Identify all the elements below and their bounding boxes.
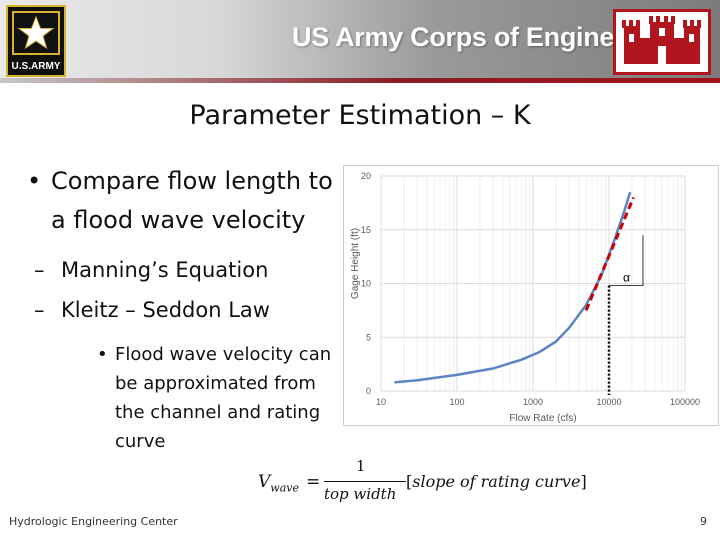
x-tick-label: 100000 bbox=[670, 397, 700, 407]
bullet-compare-flow: Compare flow length to a flood wave velo… bbox=[27, 162, 337, 240]
formula-denominator: top width bbox=[324, 485, 397, 503]
formula-equals: = bbox=[306, 472, 321, 492]
army-logo-text: U.S.ARMY bbox=[11, 61, 61, 72]
bracket-text: slope of rating curve bbox=[412, 472, 581, 491]
formula-numerator: 1 bbox=[356, 457, 366, 475]
sub-bullet-mannings-text: Manning’s Equation bbox=[61, 258, 269, 282]
corps-castle-logo bbox=[613, 9, 711, 75]
footer-organization: Hydrologic Engineering Center bbox=[9, 515, 178, 528]
formula-lhs-subscript: wave bbox=[270, 481, 299, 495]
bullet-list: Compare flow length to a flood wave velo… bbox=[27, 162, 337, 456]
wave-velocity-formula: Vwave = 1 top width [slope of rating cur… bbox=[258, 457, 618, 507]
y-axis-label: Gage Height (ft) bbox=[350, 228, 361, 299]
tangent-line bbox=[584, 196, 635, 311]
sub-sub-bullet-flood-wave: Flood wave velocity can be approximated … bbox=[27, 340, 337, 456]
army-star-icon bbox=[12, 11, 60, 55]
y-tick-label: 10 bbox=[361, 279, 371, 289]
sub-bullet-mannings: – Manning’s Equation bbox=[27, 250, 337, 290]
bracket-open: [ bbox=[406, 472, 413, 491]
formula-v: V bbox=[258, 472, 271, 492]
slide-title: Parameter Estimation – K bbox=[189, 100, 531, 131]
slope-triangle bbox=[609, 235, 644, 287]
y-tick-label: 0 bbox=[366, 386, 371, 396]
alpha-angle-label: α bbox=[623, 271, 630, 285]
fraction-bar bbox=[324, 481, 406, 482]
y-tick-label: 15 bbox=[361, 225, 371, 235]
page-number: 9 bbox=[700, 515, 707, 528]
x-tick-label: 1000 bbox=[523, 397, 543, 407]
formula-bracket-term: [slope of rating curve] bbox=[406, 472, 587, 491]
x-tick-label: 10 bbox=[376, 397, 386, 407]
banner-stripe bbox=[0, 78, 720, 83]
x-axis-label: Flow Rate (cfs) bbox=[509, 413, 576, 424]
dash-marker: – bbox=[34, 298, 45, 322]
header-banner: U.S.ARMY US Army Corps of Engineers bbox=[0, 0, 720, 83]
rating-curve-plot: 10 100 1000 10000 100000 0 5 10 15 20 Flow Rate (c… bbox=[350, 171, 700, 424]
us-army-logo: U.S.ARMY bbox=[6, 5, 66, 77]
y-tick-label: 20 bbox=[361, 171, 371, 181]
sub-bullet-kleitz: – Kleitz – Seddon Law bbox=[27, 290, 337, 330]
bracket-close: ] bbox=[580, 472, 587, 491]
sub-bullet-kleitz-text: Kleitz – Seddon Law bbox=[61, 298, 270, 322]
banner-title: US Army Corps of Engineers bbox=[292, 22, 654, 52]
formula-lhs: Vwave bbox=[258, 472, 299, 494]
x-tick-label: 10000 bbox=[596, 397, 621, 407]
dash-marker: – bbox=[34, 258, 45, 282]
y-tick-label: 5 bbox=[366, 332, 371, 342]
x-tick-label: 100 bbox=[449, 397, 464, 407]
rating-curve-chart: 10 100 1000 10000 100000 0 5 10 15 20 Flow Rate (c… bbox=[343, 165, 719, 426]
